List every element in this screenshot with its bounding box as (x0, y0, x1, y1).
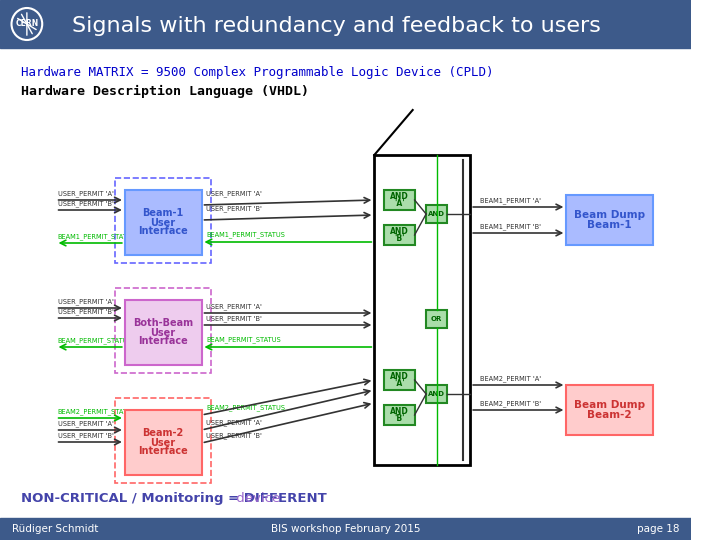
Text: BEAM1_PERMIT 'A': BEAM1_PERMIT 'A' (480, 197, 541, 204)
FancyBboxPatch shape (566, 385, 652, 435)
Text: USER_PERMIT 'A': USER_PERMIT 'A' (207, 419, 262, 426)
Text: Beam Dump: Beam Dump (574, 211, 645, 220)
Text: User: User (150, 218, 176, 227)
FancyBboxPatch shape (566, 195, 652, 245)
Text: Hardware Description Language (VHDL): Hardware Description Language (VHDL) (21, 85, 309, 98)
Text: Interface: Interface (138, 226, 188, 237)
Text: 'A': 'A' (394, 379, 405, 388)
Text: BEAM2_PERMIT_STATUS: BEAM2_PERMIT_STATUS (207, 404, 285, 411)
FancyBboxPatch shape (384, 190, 415, 210)
Bar (0, 518, 691, 540)
Text: 'B': 'B' (394, 414, 405, 423)
Text: BEAM2_PERMIT 'B': BEAM2_PERMIT 'B' (480, 400, 541, 407)
Text: AND: AND (390, 227, 409, 236)
Bar (115, 288, 211, 373)
Text: USER_PERMIT 'B': USER_PERMIT 'B' (207, 432, 262, 439)
FancyBboxPatch shape (426, 205, 447, 223)
Text: USER_PERMIT 'A': USER_PERMIT 'A' (58, 298, 114, 305)
Text: Hardware MATRIX = 9500 Complex Programmable Logic Device (CPLD): Hardware MATRIX = 9500 Complex Programma… (21, 66, 494, 79)
Text: Beam-1: Beam-1 (143, 208, 184, 219)
Text: device: device (233, 492, 281, 505)
Text: 'B': 'B' (394, 234, 405, 243)
Text: Beam-2: Beam-2 (143, 429, 184, 438)
Text: USER_PERMIT 'A': USER_PERMIT 'A' (207, 190, 262, 197)
Text: NON-CRITICAL / Monitoring = DIFFERENT: NON-CRITICAL / Monitoring = DIFFERENT (21, 492, 327, 505)
Bar (115, 398, 211, 483)
Text: Both-Beam: Both-Beam (133, 319, 193, 328)
Text: Beam-1: Beam-1 (587, 219, 631, 230)
Text: Rüdiger Schmidt: Rüdiger Schmidt (12, 524, 98, 534)
Text: Interface: Interface (138, 447, 188, 456)
FancyBboxPatch shape (125, 410, 202, 475)
Bar (0, 0, 691, 48)
FancyBboxPatch shape (125, 300, 202, 365)
Text: AND: AND (390, 407, 409, 416)
FancyBboxPatch shape (384, 370, 415, 390)
Text: BEAM1_PERMIT_STATUS: BEAM1_PERMIT_STATUS (58, 233, 137, 240)
Text: Beam-2: Beam-2 (587, 409, 631, 420)
Text: AND: AND (390, 372, 409, 381)
Text: BEAM1_PERMIT_STATUS: BEAM1_PERMIT_STATUS (207, 231, 285, 238)
Text: BEAM1_PERMIT 'B': BEAM1_PERMIT 'B' (480, 223, 541, 230)
Text: BIS workshop February 2015: BIS workshop February 2015 (271, 524, 420, 534)
Text: AND: AND (428, 211, 445, 217)
Text: 'A': 'A' (394, 199, 405, 208)
Text: USER_PERMIT 'B': USER_PERMIT 'B' (58, 200, 114, 207)
Text: User: User (150, 437, 176, 448)
FancyBboxPatch shape (426, 385, 447, 403)
Text: User: User (150, 327, 176, 338)
Text: BEAM2_PERMIT_STATUS: BEAM2_PERMIT_STATUS (58, 408, 137, 415)
FancyBboxPatch shape (125, 190, 202, 255)
Text: page 18: page 18 (637, 524, 680, 534)
Text: CERN: CERN (15, 19, 38, 29)
Text: USER_PERMIT 'B': USER_PERMIT 'B' (58, 432, 114, 439)
Text: USER_PERMIT 'B': USER_PERMIT 'B' (207, 205, 262, 212)
Text: Signals with redundancy and feedback to users: Signals with redundancy and feedback to … (72, 16, 601, 36)
Text: AND: AND (390, 192, 409, 201)
Text: USER_PERMIT 'A': USER_PERMIT 'A' (207, 303, 262, 310)
Bar (374, 155, 470, 465)
FancyBboxPatch shape (426, 310, 447, 328)
Text: Beam Dump: Beam Dump (574, 401, 645, 410)
Text: BEAM_PERMIT_STATUS: BEAM_PERMIT_STATUS (207, 336, 281, 343)
Text: BEAM2_PERMIT 'A': BEAM2_PERMIT 'A' (480, 375, 541, 382)
Text: Interface: Interface (138, 336, 188, 347)
Bar (115, 178, 211, 263)
FancyBboxPatch shape (384, 405, 415, 425)
Text: USER_PERMIT 'B': USER_PERMIT 'B' (58, 308, 114, 315)
Text: BEAM_PERMIT_STATUS: BEAM_PERMIT_STATUS (58, 338, 132, 344)
Text: USER_PERMIT 'A': USER_PERMIT 'A' (58, 190, 114, 197)
Text: USER_PERMIT 'A': USER_PERMIT 'A' (58, 420, 114, 427)
Text: OR: OR (431, 316, 442, 322)
Text: USER_PERMIT 'B': USER_PERMIT 'B' (207, 315, 262, 322)
FancyBboxPatch shape (384, 225, 415, 245)
Text: AND: AND (428, 391, 445, 397)
